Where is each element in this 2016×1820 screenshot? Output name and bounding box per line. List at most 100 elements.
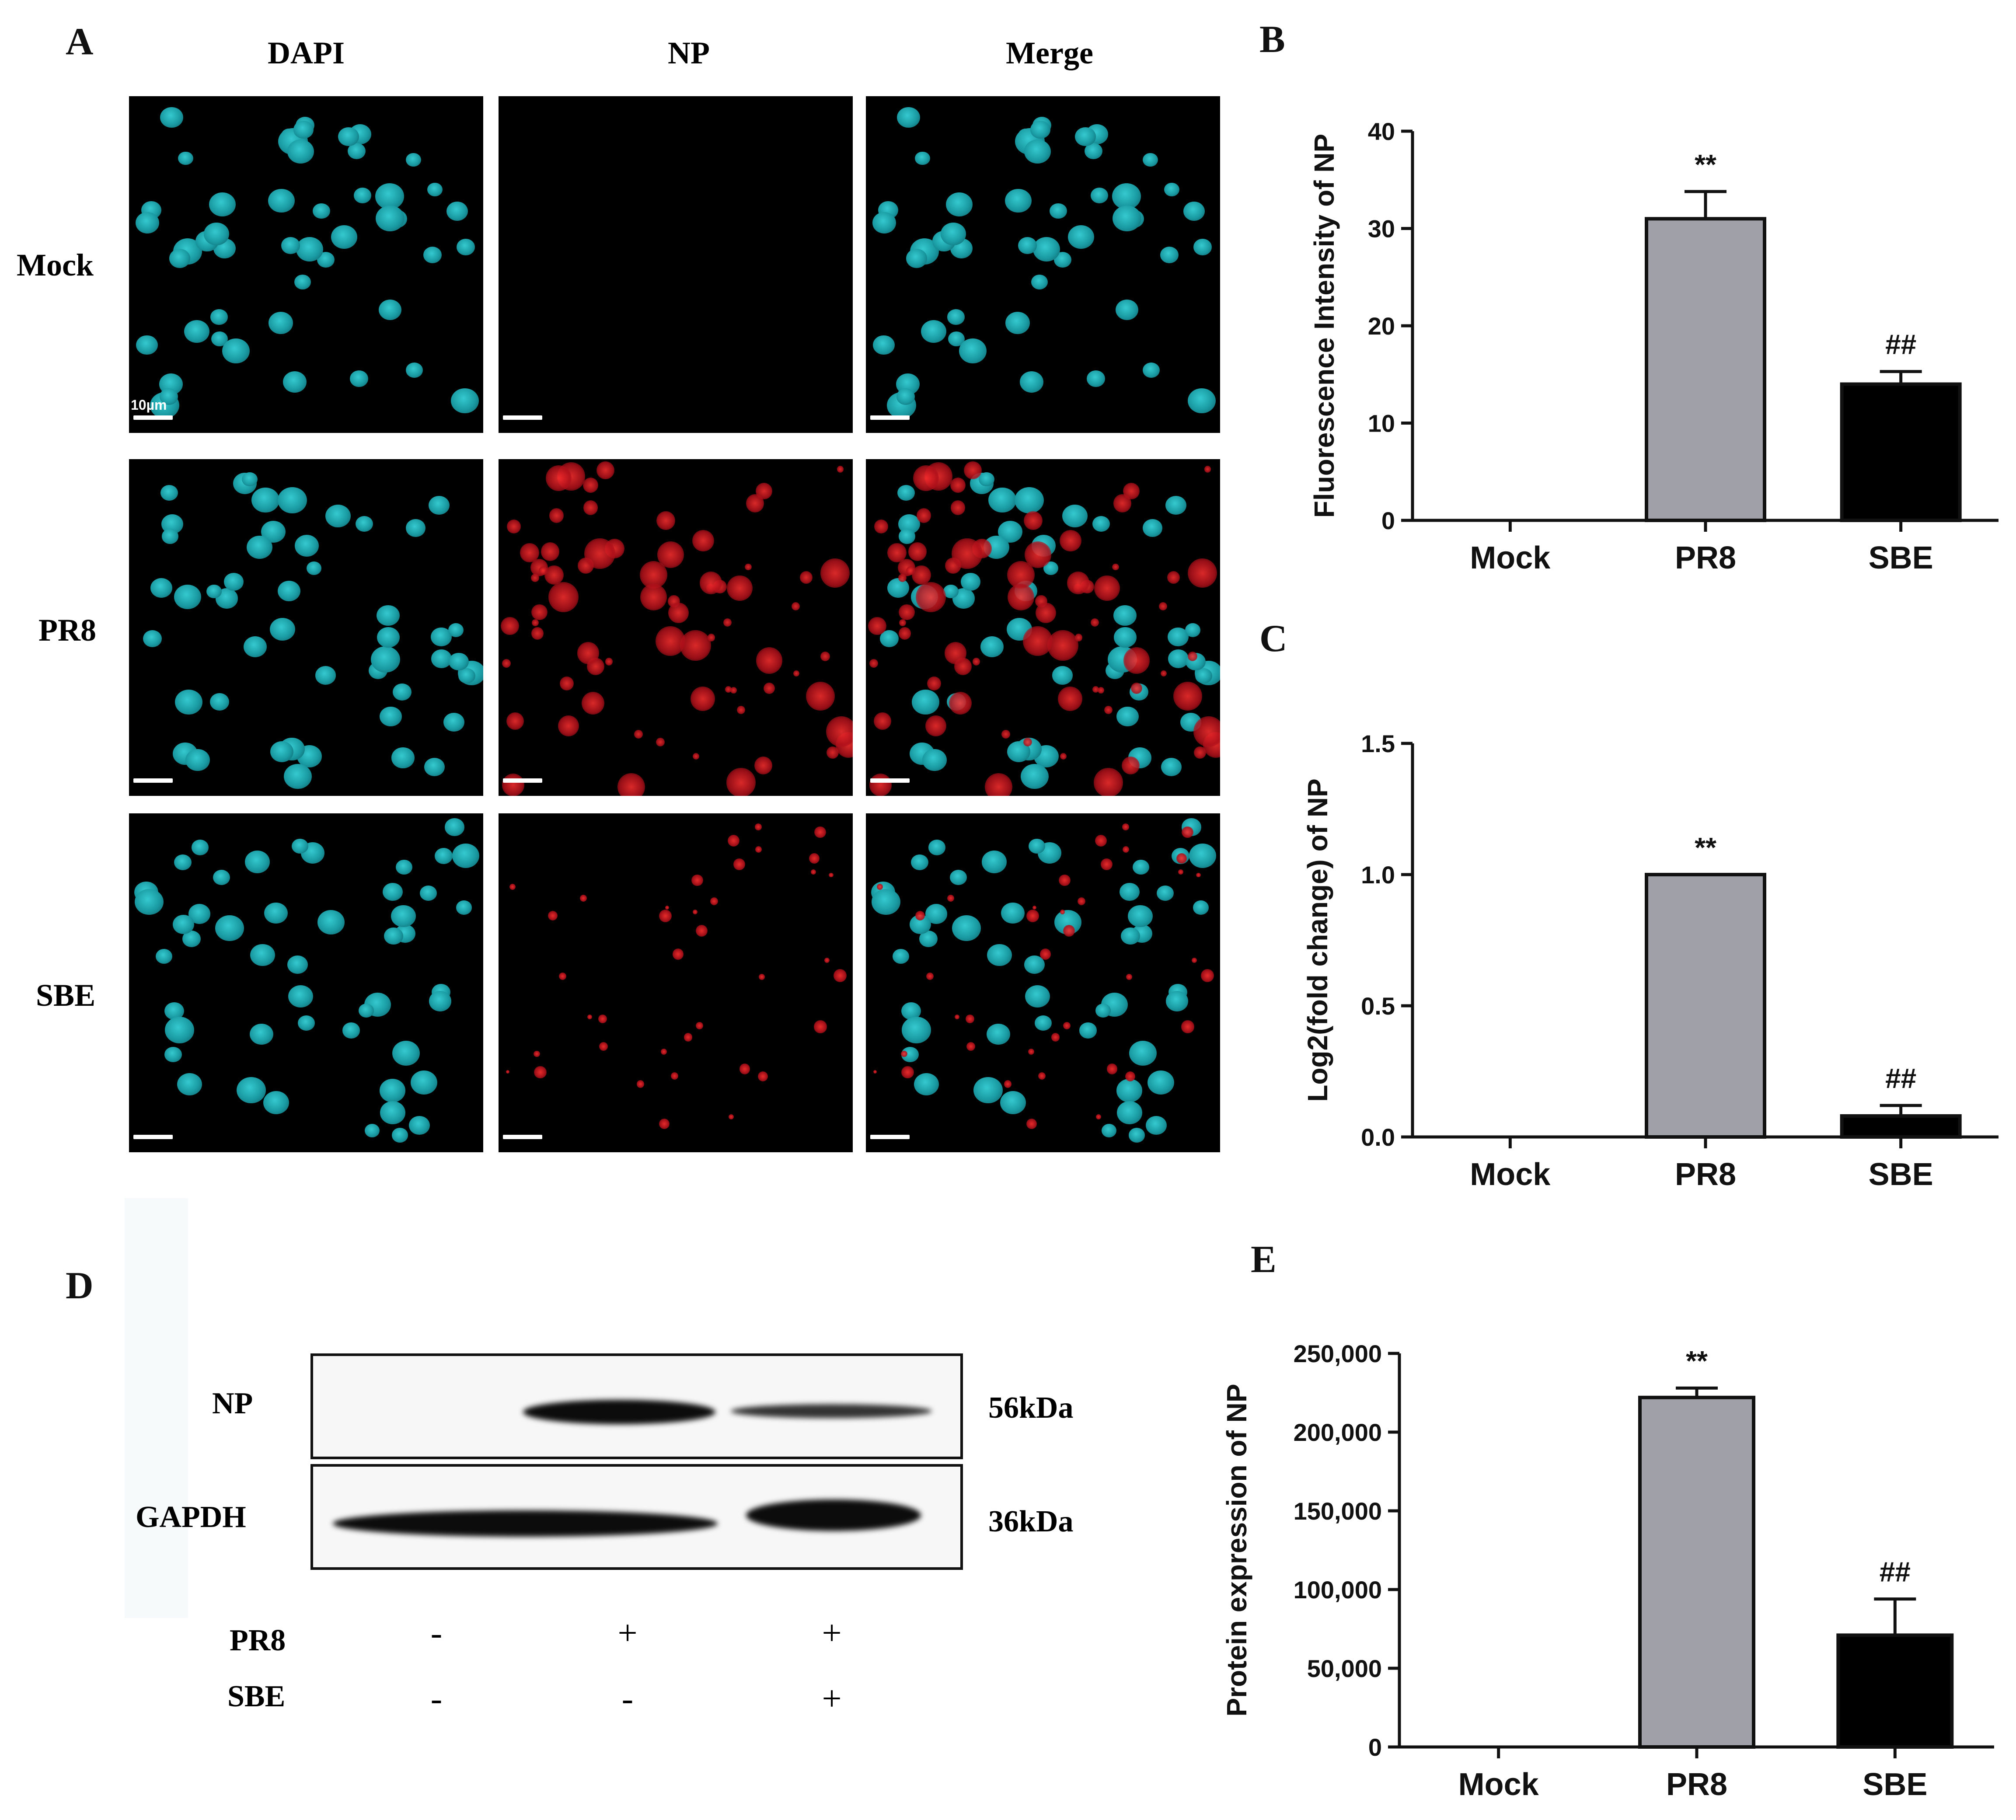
dapi-nucleus bbox=[269, 618, 295, 641]
dapi-nucleus bbox=[288, 985, 313, 1008]
np-signal-spot bbox=[1191, 958, 1197, 963]
np-signal-spot bbox=[809, 853, 820, 864]
np-signal-spot bbox=[1024, 541, 1051, 568]
np-signal-spot bbox=[755, 846, 762, 853]
np-signal-spot bbox=[1201, 969, 1214, 982]
dapi-nucleus bbox=[159, 388, 178, 405]
np-signal-spot bbox=[916, 508, 931, 523]
dapi-nucleus bbox=[263, 1091, 289, 1114]
np-signal-spot bbox=[925, 715, 947, 737]
np-signal-spot bbox=[799, 571, 813, 584]
dapi-nucleus bbox=[1087, 370, 1106, 387]
dapi-nucleus bbox=[898, 529, 916, 544]
dapi-nucleus bbox=[236, 1077, 266, 1104]
dapi-nucleus bbox=[241, 472, 258, 486]
np-signal-spot bbox=[915, 582, 946, 613]
np-signal-spot bbox=[754, 823, 762, 830]
np-signal-spot bbox=[1007, 583, 1035, 611]
y-tick-label: 30 bbox=[1368, 215, 1395, 243]
dapi-nucleus bbox=[1183, 201, 1205, 221]
dapi-nucleus bbox=[317, 910, 345, 934]
np-signal-spot bbox=[944, 642, 967, 664]
dapi-nucleus bbox=[175, 690, 203, 715]
dapi-nucleus bbox=[458, 668, 476, 684]
dapi-nucleus bbox=[1034, 1015, 1052, 1031]
dapi-nucleus bbox=[1120, 927, 1140, 945]
np-signal-spot bbox=[757, 1071, 768, 1082]
np-signal-spot bbox=[792, 602, 800, 611]
dapi-nucleus bbox=[981, 850, 1007, 873]
np-signal-spot bbox=[723, 618, 732, 627]
row-header-sbe: SBE bbox=[36, 978, 96, 1013]
np-signal-spot bbox=[541, 542, 560, 561]
dapi-nucleus bbox=[901, 1017, 931, 1043]
np-signal-spot bbox=[581, 692, 604, 715]
micrograph-pr8-dapi bbox=[129, 459, 483, 796]
dapi-nucleus bbox=[210, 309, 228, 325]
dapi-nucleus bbox=[871, 889, 900, 915]
np-signal-spot bbox=[1123, 647, 1150, 674]
np-signal-spot bbox=[745, 563, 752, 571]
np-signal-spot bbox=[869, 659, 878, 668]
np-signal-spot bbox=[691, 874, 703, 886]
micrograph-sbe-np bbox=[499, 813, 853, 1152]
dapi-nucleus bbox=[222, 338, 250, 364]
np-signal-spot bbox=[1092, 686, 1099, 693]
dapi-nucleus bbox=[443, 712, 465, 732]
dapi-nucleus bbox=[448, 623, 464, 637]
dapi-nucleus bbox=[283, 764, 312, 789]
np-signal-spot bbox=[1194, 746, 1207, 759]
np-signal-spot bbox=[548, 582, 579, 613]
np-signal-spot bbox=[1122, 823, 1129, 830]
dapi-nucleus bbox=[204, 223, 229, 245]
dapi-nucleus bbox=[449, 652, 469, 671]
np-signal-spot bbox=[1038, 1072, 1046, 1080]
np-signal-spot bbox=[1090, 618, 1099, 627]
dapi-nucleus bbox=[206, 584, 222, 599]
np-signal-spot bbox=[710, 897, 719, 905]
np-signal-spot bbox=[966, 1042, 975, 1051]
np-signal-spot bbox=[837, 466, 844, 473]
bar-sbe bbox=[1840, 1114, 1962, 1139]
dapi-nucleus bbox=[1113, 605, 1137, 626]
dapi-nucleus bbox=[174, 854, 192, 871]
np-signal-spot bbox=[874, 520, 888, 533]
np-signal-spot bbox=[1028, 1048, 1035, 1055]
significance-marker: ## bbox=[1885, 329, 1916, 360]
dapi-nucleus bbox=[380, 1101, 406, 1124]
micrograph-mock-dapi: 10µm bbox=[129, 96, 483, 433]
significance-marker: ** bbox=[1686, 1345, 1708, 1377]
dapi-nucleus bbox=[1015, 487, 1044, 513]
np-signal-spot bbox=[913, 465, 939, 492]
dapi-nucleus bbox=[897, 485, 915, 501]
np-signal-spot bbox=[1123, 846, 1130, 853]
np-signal-spot bbox=[656, 511, 676, 530]
dapi-nucleus bbox=[177, 1073, 202, 1095]
np-signal-spot bbox=[680, 630, 711, 661]
sign-sbe-lane1: - bbox=[430, 1680, 443, 1718]
np-signal-spot bbox=[1026, 1119, 1037, 1130]
dapi-nucleus bbox=[1193, 239, 1212, 256]
np-signal-spot bbox=[1125, 1071, 1136, 1082]
np-signal-spot bbox=[1167, 571, 1180, 584]
dapi-nucleus bbox=[143, 630, 162, 648]
dapi-nucleus bbox=[1188, 388, 1216, 413]
sign-pr8-lane2: + bbox=[617, 1614, 638, 1653]
dapi-nucleus bbox=[887, 578, 909, 598]
np-signal-spot bbox=[951, 538, 983, 569]
dapi-nucleus bbox=[1025, 985, 1050, 1008]
np-signal-spot bbox=[814, 1020, 827, 1033]
np-signal-spot bbox=[950, 500, 966, 515]
dapi-nucleus bbox=[1032, 237, 1060, 261]
dapi-nucleus bbox=[1128, 1127, 1145, 1143]
dapi-nucleus bbox=[922, 749, 947, 771]
np-signal-spot bbox=[873, 712, 891, 730]
dapi-nucleus bbox=[1030, 120, 1051, 139]
dapi-nucleus bbox=[961, 573, 980, 591]
np-signal-spot bbox=[1060, 909, 1065, 914]
np-signal-spot bbox=[656, 626, 685, 656]
sign-sbe-lane2: - bbox=[621, 1680, 634, 1718]
row-header-pr8: PR8 bbox=[38, 613, 96, 648]
np-signal-spot bbox=[1178, 869, 1183, 875]
dapi-nucleus bbox=[943, 584, 959, 599]
